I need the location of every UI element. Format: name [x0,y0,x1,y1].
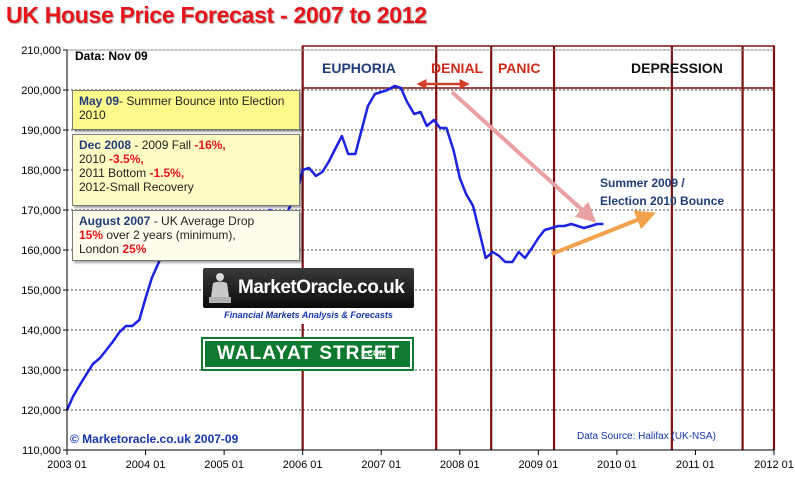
x-tick-label: 2009 01 [518,459,558,471]
trend-arrow [450,90,597,223]
note-dec2008-date: Dec 2008 [79,138,132,152]
note-dec2008-l1-val: -16%, [194,138,226,152]
note-dec2008-l4-text: 2012-Small Recovery [79,180,194,194]
x-tick-label: 2007 01 [361,459,401,471]
marketoracle-logo: MarketOracle.co.uk Financial Markets Ana… [203,268,414,324]
note-aug2007-l3-text: London [79,242,123,256]
y-tick-label: 150,000 [21,285,61,297]
marketoracle-logo-text: MarketOracle.co.uk [238,277,405,298]
note-aug2007-l2-text: over 2 years (minimum), [103,228,236,242]
y-tick-label: 180,000 [21,165,61,177]
y-tick-label: 120,000 [21,405,61,417]
y-tick-label: 160,000 [21,245,61,257]
phase-denial-label: DENIAL [431,60,484,76]
y-tick-label: 110,000 [22,445,61,457]
x-tick-label: 2006 01 [283,459,323,471]
phase-panic-label: PANIC [498,60,541,76]
x-tick-label: 2012 01 [754,459,794,471]
note-may09: May 09- Summer Bounce into Election 2010 [72,90,300,130]
y-tick-label: 200,000 [21,85,61,97]
data-source-text: Data Source: Halifax (UK-NSA) [577,431,716,442]
y-tick-label: 130,000 [21,365,61,377]
y-tick-label: 210,000 [21,45,61,57]
trend-arrow [550,210,656,256]
bounce-annotation-line2: Election 2010 Bounce [600,194,725,208]
note-aug2007-l2-val: 15% [79,228,104,242]
bounce-annotation-line1: Summer 2009 / [600,176,685,190]
note-dec2008-l3-val: -1.5%, [149,166,185,180]
note-dec2008: Dec 2008 - 2009 Fall -16%, 2010 -3.5%, 2… [72,134,300,206]
note-dec2008-l2-val: -3.5%, [109,152,144,166]
y-tick-label: 190,000 [21,125,61,137]
walayat-street-logo-suffix: .COM [365,349,386,358]
note-aug2007-l1-text: - UK Average Drop [150,214,255,228]
x-tick-label: 2011 01 [676,459,715,471]
note-dec2008-l3-text: 2011 Bottom [79,166,150,180]
x-tick-label: 2005 01 [204,459,244,471]
copyright-text: © Marketoracle.co.uk 2007-09 [70,432,239,446]
x-tick-label: 2008 01 [440,459,480,471]
phase-euphoria-label: EUPHORIA [322,60,396,76]
note-dec2008-l2-text: 2010 [79,152,110,166]
oracle-statue-icon [209,273,231,303]
x-tick-label: 2010 01 [597,459,637,471]
note-aug2007: August 2007 - UK Average Drop 15% over 2… [72,210,300,261]
x-tick-label: 2003 01 [47,459,87,471]
chart-title: UK House Price Forecast - 2007 to 2012 [6,2,427,28]
phase-depression-label: DEPRESSION [631,60,723,76]
note-aug2007-l3-val: 25% [122,242,147,256]
note-dec2008-l1-text: - 2009 Fall [131,138,195,152]
x-tick-label: 2004 01 [126,459,166,471]
house-price-series-line [65,84,604,411]
marketoracle-logo-banner: MarketOracle.co.uk [203,268,414,308]
walayat-street-logo: WALAYAT STREET .COM [203,339,412,369]
marketoracle-logo-tagline: Financial Markets Analysis & Forecasts [224,310,393,320]
bounce-annotation: Summer 2009 / Election 2010 Bounce [600,174,724,210]
walayat-street-logo-text: WALAYAT STREET [217,343,401,364]
note-aug2007-date: August 2007 [79,214,151,228]
note-may09-text: - Summer Bounce into Election 2010 [79,94,285,122]
note-may09-date: May 09 [79,94,120,108]
y-tick-label: 140,000 [21,325,61,337]
y-tick-label: 170,000 [21,205,61,217]
data-date-label: Data: Nov 09 [75,49,148,63]
